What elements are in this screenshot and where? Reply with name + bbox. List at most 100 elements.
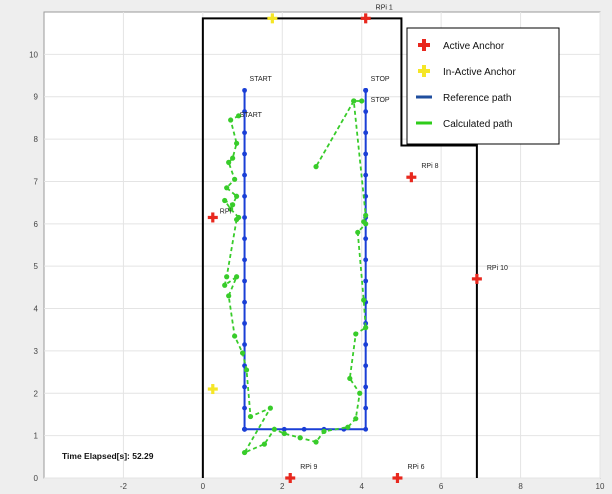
- anchor-marker-v: [211, 212, 215, 223]
- reference-path-point: [242, 257, 247, 263]
- x-tick-label: 6: [439, 482, 444, 491]
- calculated-path-point: [228, 206, 234, 212]
- x-tick-label: 8: [518, 482, 523, 491]
- calculated-path-point: [234, 274, 240, 280]
- legend-plus-icon: [418, 39, 430, 51]
- calculated-path-point: [361, 297, 367, 303]
- legend-label: In-Active Anchor: [443, 67, 516, 78]
- area-boundary: [201, 17, 478, 478]
- calculated-path-point: [247, 413, 254, 420]
- calculated-path-point: [222, 197, 228, 204]
- legend-label: Active Anchor: [443, 41, 505, 52]
- calculated-path-point: [355, 229, 361, 235]
- inactive-anchor-marker: [267, 13, 278, 24]
- calculated-path-point: [281, 430, 287, 437]
- x-tick-label: 4: [359, 482, 364, 491]
- legend-label: Reference path: [443, 93, 511, 104]
- y-tick-label: 7: [34, 177, 39, 186]
- reference-path-point: [363, 130, 369, 136]
- anchor-marker-v: [395, 473, 400, 483]
- calculated-path-point: [351, 98, 357, 104]
- y-tick-label: 10: [29, 50, 38, 59]
- boundary-line: [201, 17, 478, 478]
- anchors: RPi 1 RPi 8 RPi 10 RPi 9 RPi 6 RPi: [207, 4, 508, 483]
- calculated-path-point: [361, 219, 367, 225]
- reference-path-point: [363, 151, 369, 157]
- calculated-path-point: [313, 164, 319, 170]
- calculated-path-point: [357, 390, 363, 396]
- reference-path-point: [242, 405, 247, 411]
- x-tick-label: 0: [201, 482, 206, 491]
- reference-path-point: [242, 236, 247, 242]
- anchor-label: RPi 6: [407, 464, 424, 471]
- y-tick-label: 6: [34, 220, 39, 229]
- active-anchor-marker: [406, 172, 417, 183]
- calculated-path-point: [363, 212, 369, 218]
- y-tick-label: 3: [34, 347, 39, 356]
- calculated-path-point: [261, 441, 268, 447]
- calculated-path-point: [236, 113, 242, 119]
- calculated-path-point: [353, 416, 359, 422]
- calculated-path-point: [297, 435, 303, 441]
- calculated-path-point: [234, 216, 240, 223]
- legend-box: [406, 27, 560, 145]
- calculated-path-point: [353, 331, 359, 337]
- calculated-path-point: [243, 367, 250, 373]
- active-anchor-marker: [360, 13, 371, 24]
- path-annotation: STOP: [371, 76, 390, 83]
- calculated-path-point: [321, 428, 327, 434]
- x-tick-label: 10: [596, 482, 605, 491]
- reference-path-point: [242, 278, 247, 284]
- reference-path-point: [363, 109, 369, 114]
- legend-plus-v: [422, 39, 426, 51]
- y-tick-label: 2: [34, 389, 39, 398]
- anchor-label: RPi 1: [376, 4, 393, 11]
- calculated-path-point: [226, 293, 232, 299]
- x-tick-label: 2: [280, 482, 285, 491]
- reference-path-point: [281, 426, 287, 432]
- calculated-path-point: [347, 375, 353, 382]
- anchor-label: RPi 8: [421, 163, 438, 170]
- reference-path-point: [242, 87, 247, 93]
- anchor-label: RPi: [220, 208, 232, 215]
- active-anchor-marker: [285, 473, 296, 483]
- calculated-path-point: [363, 325, 369, 331]
- anchor-label: RPi 9: [300, 464, 317, 471]
- legend: Active Anchor In-Active Anchor Reference p…: [406, 27, 560, 145]
- calculated-path-point: [228, 117, 234, 123]
- reference-path-point: [242, 426, 247, 432]
- active-anchor-marker: [471, 273, 482, 284]
- legend-plus-icon: [418, 65, 430, 77]
- reference-path-point: [363, 257, 369, 263]
- anchor-label: RPi 10: [487, 265, 508, 272]
- path-annotation: START: [250, 76, 273, 83]
- reference-path-point: [363, 342, 369, 347]
- y-tick-label: 0: [34, 474, 39, 483]
- inactive-anchor-marker: [207, 384, 218, 395]
- reference-path-point: [242, 151, 247, 157]
- calculated-path-point: [230, 155, 236, 161]
- anchor-marker-v: [288, 473, 292, 483]
- legend-label: Calculated path: [443, 119, 513, 130]
- calculated-path-point: [232, 176, 238, 182]
- reference-path-point: [363, 172, 369, 178]
- reference-path-point: [242, 193, 247, 199]
- y-tick-label: 1: [34, 432, 39, 441]
- anchor-marker-v: [270, 13, 274, 24]
- path-annotation: START: [240, 112, 263, 119]
- calculated-path-point: [239, 350, 246, 356]
- calculated-path-point: [267, 405, 273, 411]
- y-tick-label: 5: [34, 262, 39, 271]
- calculated-path-point: [241, 449, 248, 456]
- reference-path-point: [363, 278, 369, 284]
- reference-path-point: [301, 426, 307, 432]
- reference-path-point: [363, 384, 369, 390]
- anchor-marker-v: [475, 273, 479, 284]
- calculated-path-point: [222, 282, 228, 288]
- reference-path-point: [242, 109, 247, 114]
- anchor-marker-v: [364, 13, 368, 24]
- y-tick-label: 9: [34, 93, 39, 102]
- reference-path-point: [363, 363, 369, 369]
- legend-plus-v: [422, 65, 426, 77]
